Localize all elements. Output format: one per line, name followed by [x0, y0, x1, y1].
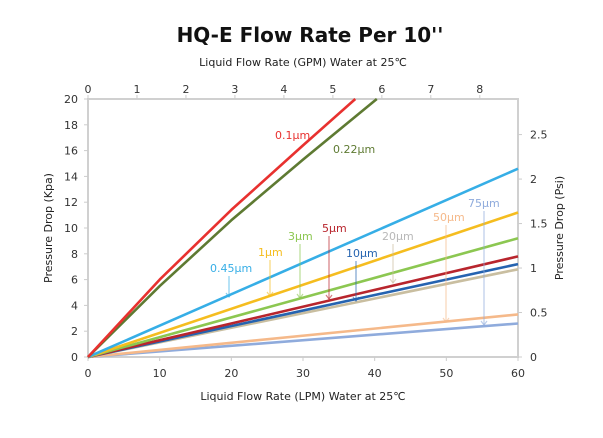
- x2-tick-label: 0: [85, 83, 92, 96]
- y-tick-label: 2: [71, 325, 78, 338]
- chart-title: HQ-E Flow Rate Per 10'': [177, 23, 444, 47]
- y-tick-label: 18: [64, 119, 78, 132]
- x2-tick-label: 8: [476, 83, 483, 96]
- y-axis-label: Pressure Drop (Kpa): [42, 173, 55, 283]
- x2-tick-label: 2: [182, 83, 189, 96]
- x2-tick-label: 3: [231, 83, 238, 96]
- y-tick-label: 8: [71, 248, 78, 261]
- arrowhead-icon: [325, 294, 333, 300]
- x-tick-label: 40: [368, 367, 382, 380]
- series-label: 10μm: [346, 247, 378, 260]
- x2-axis-label: Liquid Flow Rate (GPM) Water at 25℃: [199, 56, 407, 69]
- y2-tick-label: 0.5: [530, 307, 548, 320]
- series-line: [87, 167, 519, 359]
- y-tick-label: 0: [71, 351, 78, 364]
- arrowhead-icon: [296, 293, 304, 299]
- x-tick-label: 10: [153, 367, 167, 380]
- y-tick-label: 14: [64, 170, 78, 183]
- arrowhead-icon: [266, 291, 274, 297]
- series-label: 0.45μm: [210, 262, 252, 275]
- x-tick-label: 30: [296, 367, 310, 380]
- series-line: [87, 97, 378, 358]
- series-label: 0.1μm: [275, 129, 310, 142]
- y-tick-label: 10: [64, 222, 78, 235]
- y-tick-label: 12: [64, 196, 78, 209]
- series-line: [87, 255, 519, 359]
- series-label: 75μm: [468, 197, 500, 210]
- y2-tick-label: 2.5: [530, 129, 548, 142]
- series-label: 5μm: [322, 222, 347, 235]
- y2-tick-label: 2: [530, 173, 537, 186]
- y2-tick-label: 0: [530, 351, 537, 364]
- y2-tick-label: 1: [530, 262, 537, 275]
- y-tick-label: 20: [64, 93, 78, 106]
- y2-tick-label: 1.5: [530, 218, 548, 231]
- y2-axis-label: Pressure Drop (Psi): [553, 176, 566, 280]
- x-tick-label: 60: [511, 367, 525, 380]
- x2-tick-label: 4: [280, 83, 287, 96]
- series-label: 0.22μm: [333, 143, 375, 156]
- x2-tick-label: 6: [378, 83, 385, 96]
- x-axis-label: Liquid Flow Rate (LPM) Water at 25℃: [200, 390, 405, 403]
- arrowhead-icon: [389, 278, 397, 284]
- x-tick-label: 20: [224, 367, 238, 380]
- series-line: [87, 322, 519, 359]
- y-tick-label: 6: [71, 274, 78, 287]
- x-tick-label: 0: [85, 367, 92, 380]
- arrowhead-icon: [352, 296, 360, 302]
- arrowhead-icon: [480, 320, 488, 326]
- arrowhead-icon: [225, 292, 233, 298]
- series-label: 3μm: [288, 230, 313, 243]
- series-label: 20μm: [382, 230, 414, 243]
- y-tick-label: 4: [71, 299, 78, 312]
- x2-tick-label: 5: [329, 83, 336, 96]
- x2-tick-label: 1: [133, 83, 140, 96]
- x2-tick-label: 7: [427, 83, 434, 96]
- y-tick-label: 16: [64, 145, 78, 158]
- series-line: [87, 98, 357, 358]
- series-label: 50μm: [433, 211, 465, 224]
- x-tick-label: 50: [439, 367, 453, 380]
- arrowhead-icon: [442, 317, 450, 323]
- series-label: 1μm: [258, 246, 283, 259]
